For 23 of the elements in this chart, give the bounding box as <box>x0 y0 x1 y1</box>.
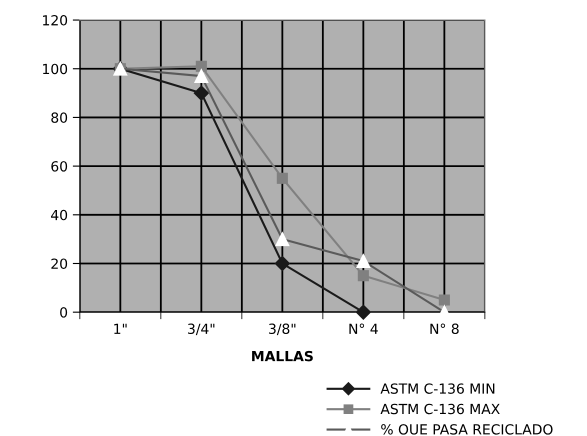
x-axis-title: MALLAS <box>252 350 313 362</box>
x-tick-label: 3/4" <box>188 324 214 336</box>
legend-label: ASTM C-136 MIN <box>380 383 494 394</box>
legend-label: % OUE PASA RECICLADO <box>381 424 553 435</box>
point <box>196 60 207 72</box>
legend-label: ASTM C-136 MAX <box>380 404 500 414</box>
point <box>358 270 369 282</box>
point <box>356 304 371 320</box>
point <box>194 86 209 101</box>
point <box>438 294 450 306</box>
x-tick-label: 1" <box>114 324 127 334</box>
y-tick-label: 80 <box>51 112 68 123</box>
point <box>274 256 290 272</box>
y-tick-label: 120 <box>43 15 68 26</box>
y-tick-label: 100 <box>43 64 68 74</box>
y-tick-label: 40 <box>51 210 68 220</box>
y-tick-label: 20 <box>51 258 68 269</box>
point <box>276 172 288 184</box>
y-tick-label: 60 <box>51 161 68 172</box>
x-tick-label: N° 4 <box>349 324 378 334</box>
y-tick-label: 0 <box>60 307 68 318</box>
x-tick-label: N° 8 <box>430 324 459 334</box>
x-tick-label: 3/8" <box>269 324 296 336</box>
